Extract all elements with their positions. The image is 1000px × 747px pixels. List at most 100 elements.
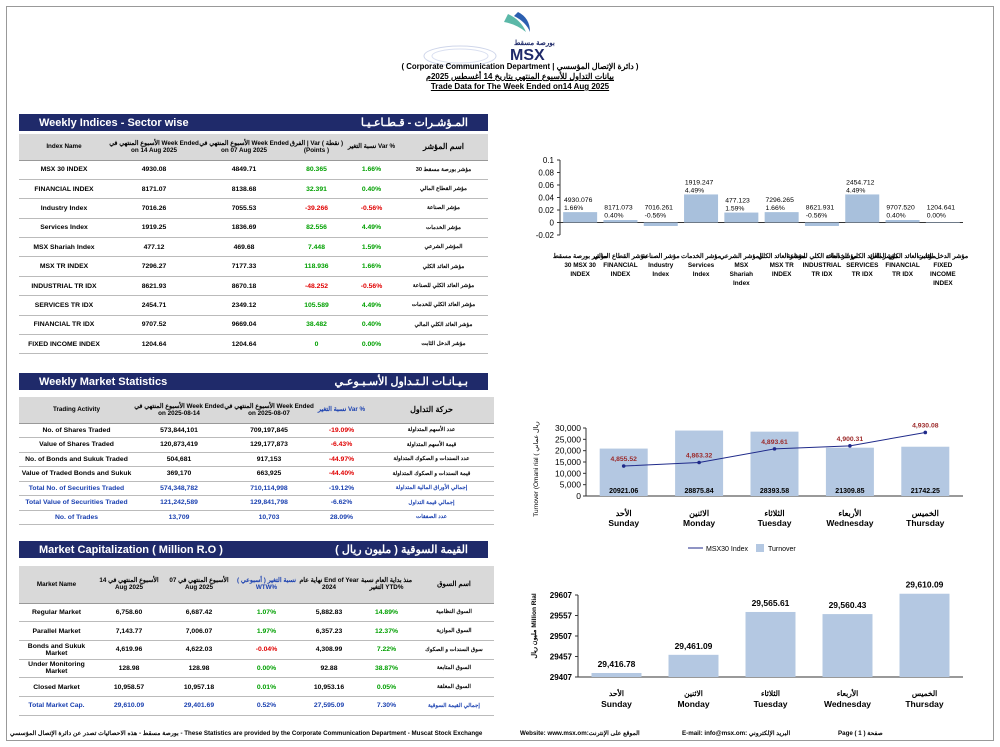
bar [901,446,950,496]
table-cell: No. of Bonds and Sukuk Traded [19,452,134,467]
col-header: نهاية عام End of Year 2024 [299,566,359,604]
table-cell: Total Value of Securities Traded [19,495,134,511]
table-cell: -44.40% [314,466,369,482]
table-cell: Value of Shares Traded [19,437,134,453]
y-tick-label: 0 [576,491,581,501]
table-cell: Under Monitoring Market [19,659,94,679]
table-row: Value of Traded Bonds and Sukuk 369,170 66… [19,466,494,482]
line-point [848,444,852,448]
bar-value-label: 1.66% [564,205,583,212]
table-cell: 0.52% [234,696,299,716]
table-cell: 7016.26 [109,198,199,219]
table-row: Value of Shares Traded 120,873,419 129,177… [19,437,494,453]
category-label: Wednesday [824,699,871,709]
col-header: Market Name [19,566,94,604]
category-label: مؤشر الدخل الثابت [918,253,968,260]
col-header: الفرق | Var ( نقطة ) (Points ) [289,134,344,161]
category-label: 30 MSX 30 [564,262,596,269]
table-cell: 128.98 [164,659,234,679]
col-header: منذ بداية العام نسبة التغير YTD% [359,566,414,604]
table-cell: SERVICES TR IDX [19,295,109,316]
table-cell: -6.43% [314,437,369,453]
line-point [697,460,701,465]
bar-value-label: -0.56% [645,212,667,219]
category-label: Index [693,271,710,278]
mcap-title-en: Market Capitalization ( Million R.O ) [39,543,223,556]
indices-title-en: Weekly Indices - Sector wise [39,116,189,129]
line-value-label: 4,930.08 [912,422,939,429]
footer-page: Page ( 1 ) صفحة [838,730,883,737]
bar-value-label: 29,461.09 [675,641,713,651]
col-header: اسم السوق [414,566,494,604]
table-cell: 6,687.42 [164,603,234,623]
table-cell: 6,758.60 [94,603,164,623]
table-row: MSX TR INDEX 7296.27 7177.33 118.936 1.66% مؤ… [19,256,488,277]
table-cell: 6,357.23 [299,621,359,641]
page-frame [6,6,994,741]
table-cell: 38.482 [289,315,344,336]
table-cell: 29,610.09 [94,696,164,716]
bar-value-label: 4.49% [846,187,865,194]
table-cell: 469.68 [199,237,289,258]
category-label: TR IDX [892,271,914,278]
table-cell: 14.89% [359,603,414,623]
table-cell: 5,882.83 [299,603,359,623]
bar [804,222,839,226]
table-cell: 1919.25 [109,218,199,239]
table-cell: 4849.71 [199,160,289,180]
bar-value-label: 29,416.78 [598,659,636,669]
table-cell: السوق المتابعة [414,659,494,679]
table-cell: 121,242,589 [134,495,224,511]
category-label: INDEX [772,271,792,278]
col-header: Index Name [19,134,109,161]
table-row: No. of Trades 13,709 10,703 28.09% عدد الصفق… [19,510,494,525]
table-row: No. of Bonds and Sukuk Traded 504,681 917,… [19,452,494,467]
table-cell: 1.59% [344,237,399,258]
y-tick-label: 0.1 [543,156,555,165]
bar-label: 9707.520 [886,204,915,211]
table-cell: 128.98 [94,659,164,679]
table-row: Services Index 1919.25 1836.69 82.556 4.49% م… [19,218,488,239]
table-row: FINANCIAL INDEX 8171.07 8138.68 32.391 0.40%… [19,179,488,200]
category-label: Sunday [608,518,639,528]
category-label: الاثنين [684,689,703,699]
table-row: Total Market Cap. 29,610.09 29,401.69 0.52%… [19,696,494,716]
mcap-table: Market Name الأسبوع المنتهي في 14 Aug 20… [19,566,494,716]
table-cell: 9669.04 [199,315,289,336]
table-cell: 2349.12 [199,295,289,316]
table-cell: 1.66% [344,160,399,180]
table-cell: 663,925 [224,466,314,482]
y-axis-label: Turnover (Omani rial ( الاف ريال عماني [532,420,540,517]
table-row: No. of Shares Traded 573,844,101 709,197,8… [19,423,494,438]
bar-value-label: 29,565.61 [752,598,790,608]
table-cell: 4,619.96 [94,640,164,660]
bar [591,672,642,677]
table-cell: -0.56% [344,276,399,297]
category-label: Sunday [601,699,632,709]
y-tick-label: 10,000 [555,468,581,478]
category-label: INDUSTRIAL [803,262,842,269]
category-label: الأحد [616,507,632,518]
table-cell: 0.05% [359,677,414,697]
table-cell: 129,841,798 [224,495,314,511]
table-cell: 0.00% [234,659,299,679]
bar-label: 2454.712 [846,179,875,186]
bar-label: 7016.261 [645,204,674,211]
stats-title-en: Weekly Market Statistics [39,375,168,388]
table-cell: 118.936 [289,256,344,277]
table-cell: 0.00% [344,334,399,355]
table-cell: مؤشر الدخل الثابت [399,334,488,355]
table-cell: -44.97% [314,452,369,467]
table-cell: 8171.07 [109,179,199,200]
table-cell: سوق السندات و الصكوك [414,640,494,660]
col-header: الأسبوع المنتهي في Week Ended on 2025-08… [134,397,224,424]
table-cell: 7177.33 [199,256,289,277]
table-cell: 27,595.09 [299,696,359,716]
bar-value-label: 28393.58 [760,488,789,495]
logo-ar-text: بورصة مسقط [514,39,555,47]
table-cell: 38.87% [359,659,414,679]
table-row: Closed Market 10,958.57 10,957.18 0.01% 10,9… [19,677,494,697]
mcap-title-ar: القيمة السوقية ( مليون ريال ) [335,544,468,556]
bar-value-label: 21309.85 [835,488,864,495]
table-cell: 1836.69 [199,218,289,239]
